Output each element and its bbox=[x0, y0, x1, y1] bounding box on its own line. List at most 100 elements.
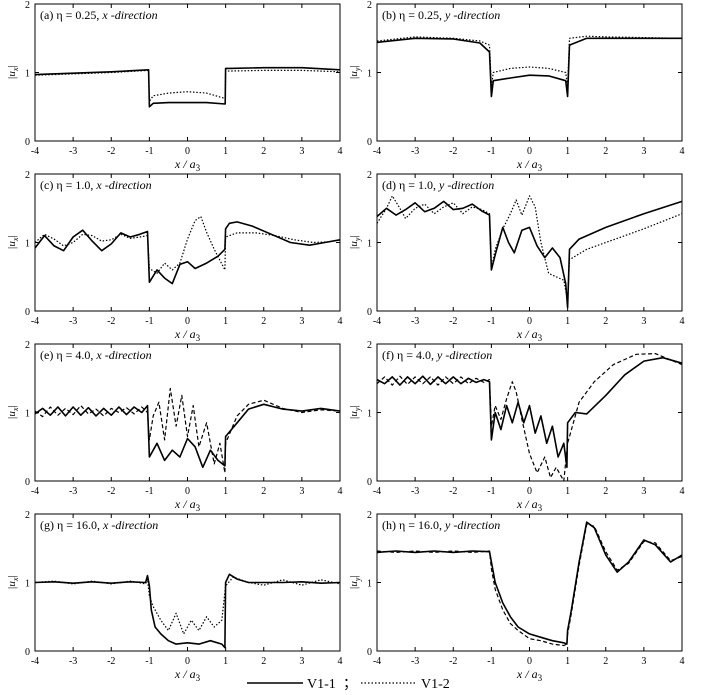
x-tick-label: 4 bbox=[338, 146, 343, 157]
y-tick-label: 2 bbox=[25, 340, 30, 351]
x-tick-label: -2 bbox=[107, 656, 115, 667]
x-tick-label: -4 bbox=[31, 486, 39, 497]
y-tick-label: 0 bbox=[367, 307, 372, 318]
panel-title: (b) η = 0.25, y -direction bbox=[382, 8, 500, 22]
panel-b: -4 -3 -2 -1 0 1 2 3 4 0 1 2 (b) η = 0.25, y -directi… bbox=[348, 0, 685, 173]
x-tick-label: -4 bbox=[31, 146, 39, 157]
y-tick-label: 0 bbox=[25, 307, 30, 318]
x-tick-label: 1 bbox=[565, 486, 570, 497]
series-line-v1-2 bbox=[376, 195, 683, 302]
panel-title: (e) η = 4.0, x -direction bbox=[40, 348, 152, 362]
x-tick-label: 4 bbox=[680, 316, 685, 327]
y-tick-label: 1 bbox=[367, 579, 372, 590]
series-line-v1-2 bbox=[376, 523, 683, 647]
x-tick-label: -4 bbox=[31, 316, 39, 327]
plot-frame bbox=[376, 343, 683, 482]
x-tick-label: 2 bbox=[603, 146, 608, 157]
x-axis-label: x / a3 bbox=[174, 157, 201, 173]
x-tick-label: 2 bbox=[603, 316, 608, 327]
x-tick-label: 4 bbox=[680, 146, 685, 157]
x-tick-label: -1 bbox=[487, 486, 495, 497]
x-tick-label: 3 bbox=[641, 316, 646, 327]
y-axis-label: |uy| bbox=[348, 575, 362, 589]
panel-title: (f) η = 4.0, y -direction bbox=[382, 348, 492, 362]
x-tick-label: -3 bbox=[69, 146, 77, 157]
legend-label-v1-1: V1-1 bbox=[307, 677, 336, 692]
x-tick-label: 4 bbox=[680, 486, 685, 497]
x-tick-label: -3 bbox=[411, 656, 419, 667]
y-tick-label: 0 bbox=[25, 137, 30, 148]
y-axis-label: |ux| bbox=[6, 235, 20, 249]
x-tick-label: -1 bbox=[487, 146, 495, 157]
x-tick-label: -4 bbox=[373, 656, 381, 667]
x-tick-label: -3 bbox=[411, 316, 419, 327]
x-tick-label: 2 bbox=[603, 656, 608, 667]
y-tick-label: 2 bbox=[367, 340, 372, 351]
series-line-v1-1 bbox=[376, 356, 683, 469]
y-axis-label: |uy| bbox=[348, 235, 362, 249]
panel-title: (g) η = 16.0, x -direction bbox=[40, 518, 158, 532]
y-tick-label: 1 bbox=[25, 69, 30, 80]
x-tick-label: -2 bbox=[449, 146, 457, 157]
y-tick-label: 2 bbox=[367, 170, 372, 181]
x-axis-label: x / a3 bbox=[174, 497, 201, 513]
y-tick-label: 0 bbox=[367, 647, 372, 658]
x-tick-label: 3 bbox=[299, 656, 304, 667]
series-line-v1-1 bbox=[376, 37, 682, 98]
series-line-v1-2 bbox=[34, 576, 341, 635]
series-line-v1-1 bbox=[34, 403, 341, 469]
series-line-v1-2 bbox=[34, 69, 341, 102]
x-axis-label: x / a3 bbox=[174, 327, 201, 343]
x-tick-label: -2 bbox=[107, 316, 115, 327]
plot-frame bbox=[376, 3, 683, 142]
y-tick-label: 0 bbox=[25, 647, 30, 658]
y-tick-label: 1 bbox=[367, 239, 372, 250]
x-tick-label: 4 bbox=[338, 486, 343, 497]
x-tick-label: 0 bbox=[527, 146, 532, 157]
panel-title: (h) η = 16.0, y -direction bbox=[382, 518, 500, 532]
y-axis-label: |ux| bbox=[6, 405, 20, 419]
x-tick-label: 2 bbox=[603, 486, 608, 497]
y-axis-label: |uy| bbox=[348, 65, 362, 79]
x-tick-label: -3 bbox=[69, 316, 77, 327]
legend: V1-1 ； V1-2 bbox=[247, 677, 450, 692]
x-tick-label: 2 bbox=[261, 486, 266, 497]
y-axis-label: |ux| bbox=[6, 65, 20, 79]
x-axis-label: x / a3 bbox=[516, 667, 543, 683]
y-tick-label: 0 bbox=[25, 477, 30, 488]
x-tick-label: -3 bbox=[69, 486, 77, 497]
series-line-v1-1 bbox=[34, 66, 341, 108]
series-line-v1-1 bbox=[376, 200, 683, 309]
x-tick-label: 2 bbox=[261, 656, 266, 667]
y-tick-label: 1 bbox=[25, 409, 30, 420]
series-line-v1-2 bbox=[34, 387, 341, 474]
y-tick-label: 1 bbox=[25, 579, 30, 590]
y-axis-label: |uy| bbox=[348, 405, 362, 419]
x-tick-label: 3 bbox=[299, 316, 304, 327]
x-tick-label: 0 bbox=[185, 656, 190, 667]
y-tick-label: 2 bbox=[367, 0, 372, 11]
x-tick-label: 4 bbox=[338, 656, 343, 667]
x-tick-label: 1 bbox=[223, 656, 228, 667]
panel-g: -4 -3 -2 -1 0 1 2 3 4 0 1 2 (g) η = 16.0, x -directi… bbox=[6, 510, 343, 683]
x-tick-label: -2 bbox=[449, 656, 457, 667]
x-tick-label: -4 bbox=[373, 316, 381, 327]
y-tick-label: 2 bbox=[25, 510, 30, 521]
y-tick-label: 1 bbox=[367, 69, 372, 80]
x-tick-label: 0 bbox=[185, 316, 190, 327]
x-tick-label: -4 bbox=[373, 486, 381, 497]
x-tick-label: 0 bbox=[185, 486, 190, 497]
x-tick-label: 4 bbox=[338, 316, 343, 327]
panel-title: (d) η = 1.0, y -direction bbox=[382, 178, 494, 192]
x-tick-label: 4 bbox=[680, 656, 685, 667]
x-axis-label: x / a3 bbox=[516, 157, 543, 173]
x-tick-label: 3 bbox=[641, 656, 646, 667]
x-tick-label: -3 bbox=[411, 146, 419, 157]
y-tick-label: 2 bbox=[25, 0, 30, 11]
x-axis-label: x / a3 bbox=[174, 667, 201, 683]
x-tick-label: 2 bbox=[261, 316, 266, 327]
x-tick-label: 0 bbox=[527, 486, 532, 497]
x-tick-label: -1 bbox=[145, 316, 153, 327]
